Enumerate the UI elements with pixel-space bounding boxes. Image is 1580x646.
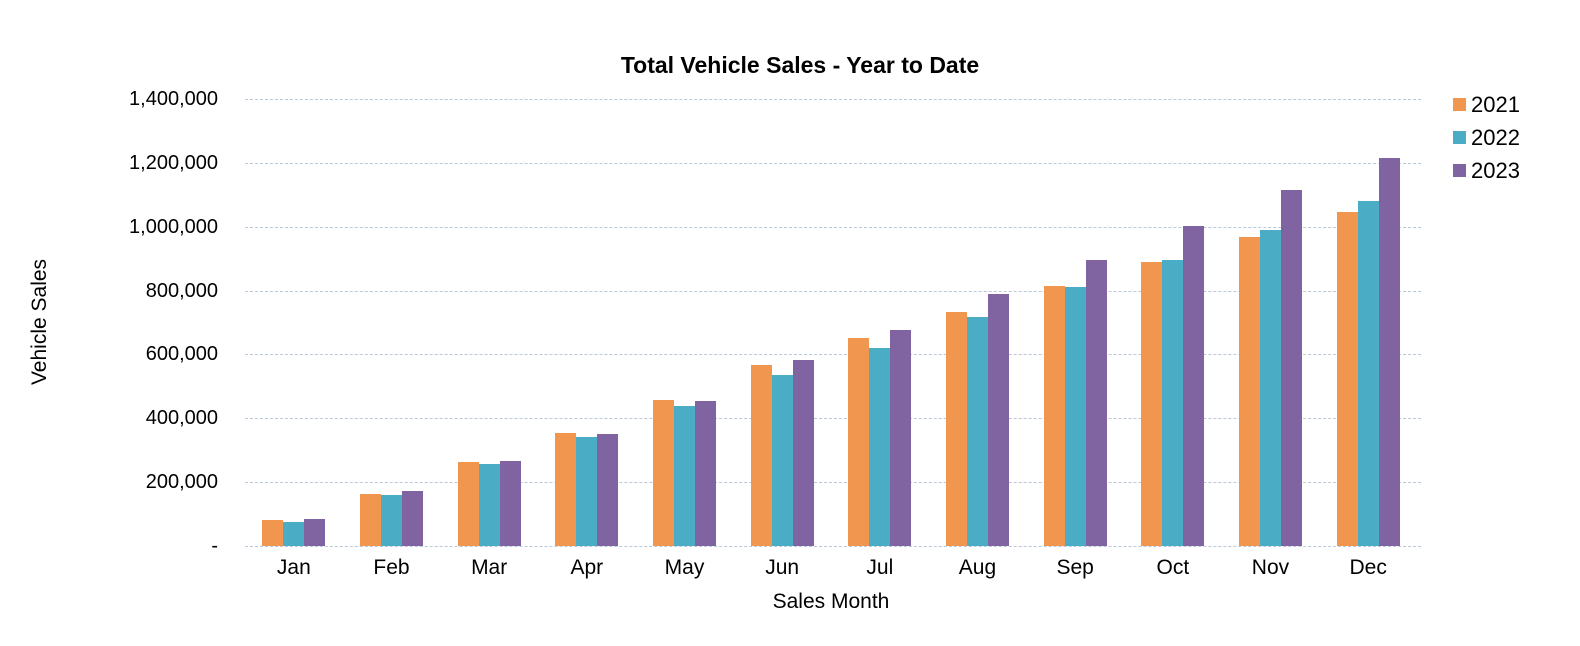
bar-2022-Oct [1162,260,1183,546]
x-tick-label-sep: Sep [1056,556,1094,579]
bar-2022-Jul [869,348,890,546]
bar-2022-Jan [283,522,304,546]
bar-2023-Sep [1086,260,1107,546]
y-tick-label: 1,400,000 [129,88,218,110]
bar-2022-Dec [1358,201,1379,546]
chart-title: Total Vehicle Sales - Year to Date [620,52,980,78]
bar-2023-Jun [793,360,814,546]
bar-2022-Mar [479,464,500,546]
bar-2023-Jul [890,330,911,546]
bar-2021-Aug [946,312,967,546]
y-tick-label: 600,000 [145,343,218,366]
legend-label-2022: 2022 [1471,124,1520,150]
bar-2023-Jan [304,519,325,546]
y-tick-label: - [211,535,218,557]
x-tick-label-may: May [664,556,705,579]
bar-2022-Apr [576,437,597,546]
bar-2022-Aug [967,317,988,546]
y-tick-label: 1,200,000 [129,151,218,174]
bar-2023-Nov [1281,190,1302,546]
legend-swatch-2023 [1453,164,1466,177]
gridline [245,226,1421,228]
bar-2022-May [674,406,695,546]
y-axis-title-text: Vehicle Sales [28,258,51,386]
x-tick-label-jul: Jul [866,556,894,579]
legend-item-2022: 2022 [1453,121,1520,154]
legend-label-2021: 2021 [1471,91,1520,117]
legend-item-2023: 2023 [1453,154,1520,187]
bar-2021-Nov [1239,237,1260,546]
x-tick-label-nov: Nov [1251,556,1290,579]
legend-swatch-2021 [1453,98,1466,111]
gridline [245,162,1421,164]
y-tick-label: 400,000 [145,407,218,430]
gridline [245,99,1421,100]
y-tick-label: 800,000 [145,279,218,302]
gridline [245,354,1421,356]
x-tick-label-jan: Jan [276,556,311,579]
x-tick-label-aug: Aug [958,556,997,579]
x-tick-label-apr: Apr [570,556,604,579]
bar-2023-Feb [402,491,423,546]
bar-2023-May [695,401,716,546]
gridline [245,418,1421,420]
bar-2021-May [653,400,674,546]
bar-2023-Dec [1379,158,1400,546]
bar-2021-Mar [458,462,479,546]
bar-2021-Oct [1141,262,1162,546]
x-tick-label-mar: Mar [471,556,508,579]
bar-2023-Mar [500,461,521,546]
x-tick-label-dec: Dec [1349,556,1387,579]
gridline [245,290,1421,292]
legend-label-2023: 2023 [1471,157,1520,183]
bar-2021-Sep [1044,286,1065,546]
x-axis-title: Sales Month [772,590,890,613]
legend-item-2021: 2021 [1453,88,1520,121]
bar-2021-Jul [848,338,869,546]
bar-2022-Nov [1260,230,1281,546]
legend-swatch-2022 [1453,131,1466,144]
gridline [245,482,1421,484]
bar-2021-Dec [1337,212,1358,546]
bar-2021-Jan [262,520,283,546]
bar-2023-Aug [988,294,1009,546]
bar-2022-Jun [772,375,793,546]
bar-2022-Sep [1065,287,1086,546]
bar-2021-Feb [360,494,381,546]
gridline [245,546,1421,547]
bar-2023-Oct [1183,226,1204,546]
y-tick-label: 1,000,000 [129,215,218,238]
bar-2021-Apr [555,433,576,546]
legend: 2021 2022 2023 [1453,88,1520,187]
x-tick-label-oct: Oct [1156,556,1190,579]
bar-2021-Jun [751,365,772,546]
bar-2022-Feb [381,495,402,546]
x-tick-label-jun: Jun [765,556,800,579]
y-tick-label: 200,000 [145,471,218,494]
x-tick-label-feb: Feb [373,556,410,579]
bar-2023-Apr [597,434,618,546]
